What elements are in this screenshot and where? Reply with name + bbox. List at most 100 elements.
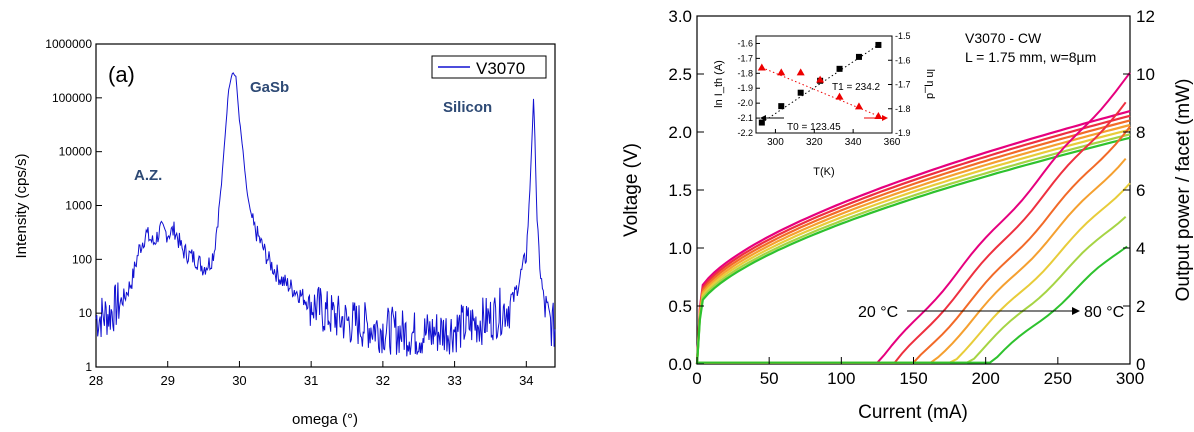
y2-tick-label: 8 [1136, 123, 1145, 142]
y-tick-label: 0.5 [668, 297, 692, 316]
x-tick-label: 100 [827, 369, 855, 388]
power-curve-50C [697, 157, 1127, 364]
inset-eta-point [874, 112, 883, 120]
x-tick-label: 0 [692, 369, 701, 388]
inset-y-axis-label: ln I_th (A) [713, 60, 725, 108]
power-curve-40C [697, 125, 1131, 364]
y-tick-label: 2.5 [668, 65, 692, 84]
liv-y-axis-label: Voltage (V) [621, 143, 642, 237]
y2-tick-label: 2 [1136, 297, 1145, 316]
x-tick-label: 28 [89, 373, 103, 388]
y2-tick-label: 10 [1136, 65, 1155, 84]
inset-eta-point [796, 68, 805, 76]
inset-x-tick-label: 320 [806, 137, 823, 148]
y-tick-label: 100000 [52, 91, 92, 105]
x-tick-label: 150 [899, 369, 927, 388]
y-tick-label: 0.0 [668, 355, 692, 374]
inset-x-tick-label: 340 [845, 137, 862, 148]
x-tick-label: 30 [232, 373, 246, 388]
voltage-curve-60C [695, 128, 1131, 365]
xrd-panel: 28 29 30 31 32 33 34 1 10 100 1000 10000 100000 10000… [13, 37, 556, 428]
inset-ith-point [836, 65, 843, 72]
x-tick-label: 31 [304, 373, 318, 388]
power-curve-30C [697, 101, 1127, 364]
inset-eta-point [757, 63, 766, 71]
inset-left-arrowhead [760, 115, 766, 121]
liv-y2-axis-label: Output power / facet (mW) [1173, 79, 1194, 302]
inset-y-tick-label: -2.0 [737, 98, 753, 108]
power-curve-20C [697, 72, 1131, 364]
voltage-curve-50C [695, 123, 1131, 365]
liv-x-axis-label: Current (mA) [858, 402, 968, 423]
inset-y2-axis-label: ln η_d [924, 69, 936, 99]
inset-y2-tick-label: -1.7 [895, 80, 911, 90]
power-curve-60C [697, 182, 1131, 364]
panel-label: (a) [108, 62, 135, 87]
legend-label-v3070: V3070 [476, 59, 525, 78]
x-tick-label: 300 [1116, 369, 1144, 388]
inset-y2-tick-label: -1.9 [895, 128, 911, 138]
series-line-v3070 [95, 72, 556, 357]
y2-tick-label: 0 [1136, 355, 1145, 374]
y-tick-label: 1 [85, 360, 92, 374]
voltage-curve-40C [695, 119, 1131, 365]
voltage-curve-70C [695, 133, 1131, 365]
inset-x-tick-label: 300 [767, 137, 784, 148]
inset-ith-point [875, 41, 882, 48]
y-tick-label: 3.0 [668, 7, 692, 26]
inset-y-tick-label: -2.1 [737, 113, 753, 123]
inset-y-tick-label: -1.8 [737, 68, 753, 78]
annotation-gasb: GaSb [250, 79, 289, 96]
voltage-curve-30C [695, 114, 1131, 365]
annotation-az: A.Z. [134, 167, 162, 184]
x-tick-label: 34 [519, 373, 533, 388]
device-title-line2: L = 1.75 mm, w=8µm [965, 49, 1096, 65]
inset-eta-point [835, 92, 844, 100]
y-tick-label: 100 [72, 252, 92, 266]
inset-y-tick-label: -1.7 [737, 53, 753, 63]
inset-y2-tick-label: -1.5 [895, 31, 911, 41]
inset-ith-point [758, 119, 765, 126]
inset-eta-point [777, 68, 786, 76]
inset-eta-point [816, 75, 825, 83]
temp-start-label: 20 °C [858, 304, 898, 321]
x-tick-label: 250 [1044, 369, 1072, 388]
xrd-x-axis-label: omega (°) [292, 411, 358, 428]
voltage-curve-20C [695, 110, 1131, 365]
power-curve-70C [697, 215, 1127, 364]
x-tick-label: 32 [376, 373, 390, 388]
inset-y-tick-label: -2.2 [737, 128, 753, 138]
inset-y2-tick-label: -1.8 [895, 104, 911, 114]
inset-y2-tick-label: -1.6 [895, 55, 911, 65]
power-curve-80C [697, 245, 1128, 364]
inset-ith-point [778, 103, 785, 110]
inset-plot: 300 320 340 360 -2.2 -2.1 -2.0 -1.9 -1.8 -1.7 -1.6… [713, 31, 936, 178]
y2-tick-label: 12 [1136, 7, 1155, 26]
inset-ith-point [855, 53, 862, 60]
temperature-arrowhead [1072, 307, 1080, 315]
x-tick-label: 200 [971, 369, 999, 388]
x-tick-label: 50 [760, 369, 779, 388]
inset-right-arrowhead [882, 115, 888, 121]
xrd-y-axis-label: Intensity (cps/s) [13, 153, 30, 258]
y2-tick-label: 6 [1136, 181, 1145, 200]
inset-t0-label: T0 = 123.45 [787, 122, 841, 133]
inset-x-tick-label: 360 [884, 137, 901, 148]
y-tick-label: 2.0 [668, 123, 692, 142]
y-tick-label: 10 [79, 306, 93, 320]
liv-panel: 0 50 100 150 200 250 300 0.0 0.5 1.0 1.5 2.0 2.5 3.0 0… [621, 7, 1194, 423]
device-title-line1: V3070 - CW [965, 30, 1042, 46]
xrd-legend [431, 55, 547, 79]
annotation-silicon: Silicon [443, 99, 492, 116]
inset-background [730, 33, 900, 151]
y-tick-label: 1.5 [668, 181, 692, 200]
inset-y-tick-label: -1.6 [737, 38, 753, 48]
temp-end-label: 80 °C [1084, 304, 1124, 321]
voltage-curve-80C [695, 136, 1131, 365]
y-tick-label: 1000 [65, 199, 92, 213]
inset-x-axis-label: T(K) [813, 166, 834, 178]
y-tick-label: 1.0 [668, 239, 692, 258]
x-tick-label: 33 [447, 373, 461, 388]
x-tick-label: 29 [160, 373, 174, 388]
